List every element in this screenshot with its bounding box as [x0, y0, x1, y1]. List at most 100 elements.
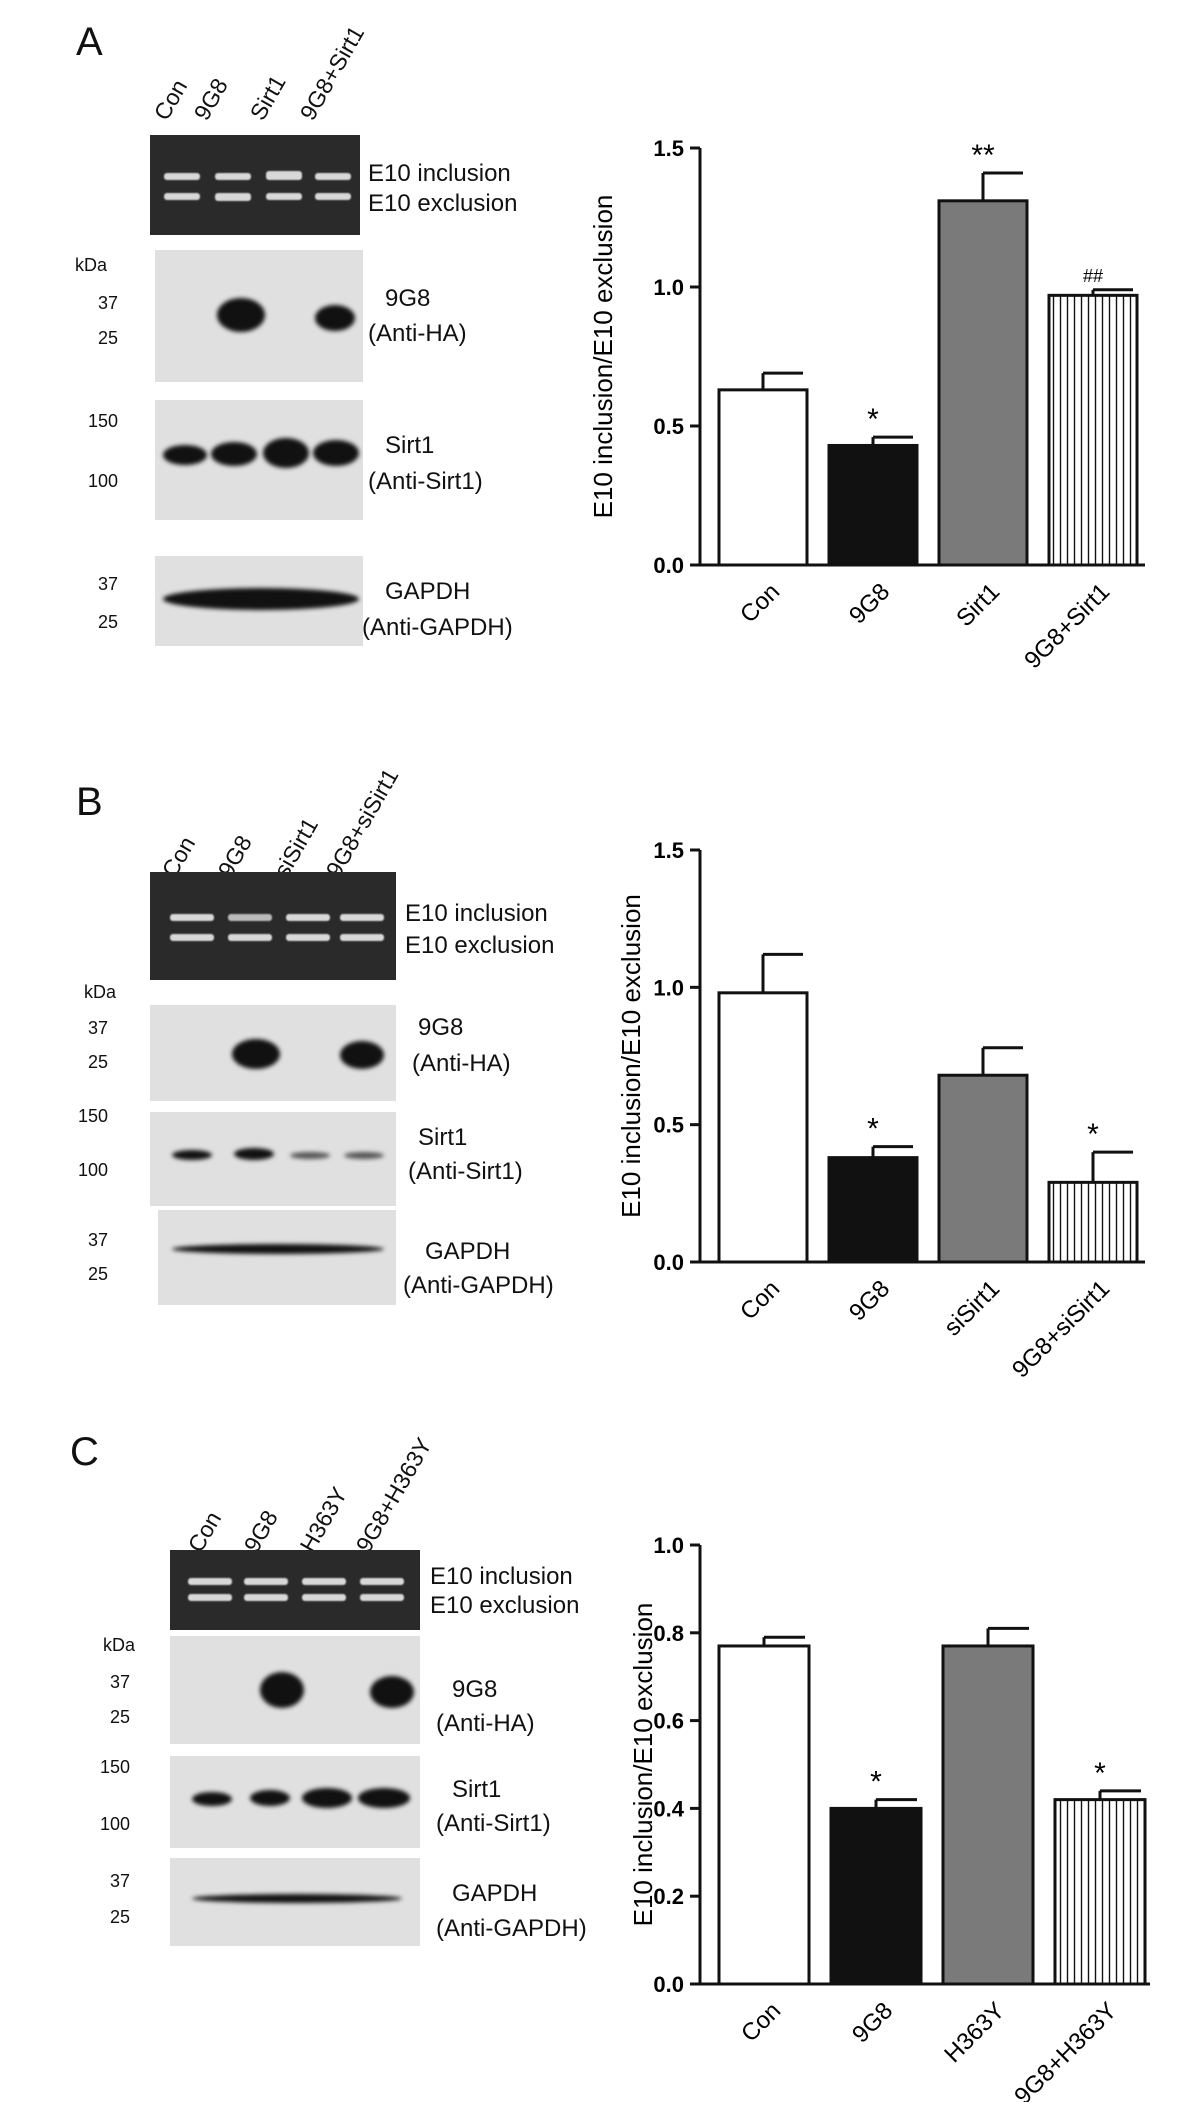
bar-chart-a: 0.0 0.5 1.0 1.5 E10 inclusion/E10 exclusion C… [588, 136, 1145, 674]
gel-exclusion-label: E10 exclusion [430, 1592, 580, 1619]
bar [717, 1644, 811, 1986]
gel-band [164, 173, 200, 180]
gel-exclusion-label: E10 exclusion [405, 932, 555, 959]
western-blot-sirt1 [150, 1112, 396, 1206]
gel-band [170, 934, 214, 941]
western-blot-gapdh [170, 1858, 420, 1946]
gel-band [215, 173, 251, 180]
panel-label: B [76, 780, 103, 824]
blot-band [340, 1041, 384, 1069]
gel-band [360, 1594, 404, 1601]
bar [717, 388, 809, 567]
blot-antibody: (Anti-HA) [412, 1050, 511, 1077]
bar [1047, 293, 1139, 567]
bar [1047, 1180, 1139, 1264]
marker-label: 37 [109, 1672, 130, 1692]
significance-marker: * [867, 1113, 879, 1146]
gel-band [215, 193, 251, 201]
y-tick-label: 0.5 [653, 1113, 684, 1138]
blot-band [290, 1152, 330, 1159]
x-tick-label: H363Y [939, 1997, 1010, 2068]
gel-band [315, 173, 351, 180]
x-tick-label: 9G8 [844, 578, 895, 629]
gel-band [286, 914, 330, 921]
western-blot-gapdh [158, 1210, 396, 1305]
y-tick-label: 0.0 [653, 553, 684, 578]
bar-chart-c: 0.0 0.2 0.4 0.6 0.8 1.0 E10 inclusion/E10 excl… [628, 1533, 1150, 2102]
marker-label: 25 [97, 612, 118, 632]
blot-band [211, 442, 257, 466]
blot-name: Sirt1 [452, 1776, 502, 1803]
rt-pcr-gel [150, 135, 360, 235]
marker-label: 100 [99, 1814, 130, 1834]
panel-b: B Con 9G8 siSirt1 9G8+siSirt1 E10 inclus… [0, 700, 1200, 1380]
western-blot-9g8 [150, 1005, 396, 1101]
y-tick-label: 0.4 [653, 1796, 684, 1821]
blot-band [163, 445, 207, 465]
gel-band [188, 1594, 232, 1601]
bar [1053, 1798, 1147, 1986]
significance-marker: * [870, 1766, 882, 1799]
gel-band [188, 1578, 232, 1585]
y-tick-label: 0.0 [653, 1972, 684, 1997]
y-tick-label: 0.8 [653, 1621, 684, 1646]
gel-band [170, 914, 214, 921]
kda-label: kDa [75, 255, 108, 275]
blot-band [217, 298, 265, 332]
gel-band [286, 934, 330, 941]
bar [827, 1156, 919, 1264]
marker-label: 25 [87, 1052, 108, 1072]
blot-band [344, 1152, 384, 1159]
y-tick-label: 1.5 [653, 838, 684, 863]
gel-band [340, 914, 384, 921]
marker-label: 100 [87, 471, 118, 491]
bar [829, 1806, 923, 1986]
marker-label: 25 [87, 1264, 108, 1284]
y-axis-label: E10 inclusion/E10 exclusion [588, 195, 618, 519]
significance-marker: * [1087, 1118, 1099, 1151]
marker-label: 25 [97, 328, 118, 348]
blot-band [232, 1039, 280, 1069]
blot-band [302, 1788, 352, 1808]
x-tick-label: Con [735, 578, 785, 628]
blot-name: 9G8 [452, 1676, 498, 1703]
bar [937, 1073, 1029, 1264]
panel-label: C [70, 1430, 99, 1474]
x-tick-label: Sirt1 [951, 578, 1005, 632]
western-blot-9g8 [170, 1636, 420, 1744]
blot-antibody: (Anti-HA) [436, 1710, 535, 1737]
x-tick-label: Con [735, 1275, 785, 1325]
blot-name: Sirt1 [385, 432, 435, 459]
blot-band [250, 1790, 290, 1806]
x-tick-label: 9G8 [844, 1275, 895, 1326]
blot-band [313, 440, 359, 466]
blot-band [234, 1148, 274, 1160]
y-tick-label: 0.6 [653, 1709, 684, 1734]
blot-name: 9G8 [385, 285, 431, 312]
significance-marker: * [867, 403, 879, 436]
western-blot-9g8 [155, 250, 363, 382]
rt-pcr-gel [170, 1550, 420, 1630]
marker-label: 37 [87, 1018, 108, 1038]
gel-band [266, 193, 302, 200]
gel-band [302, 1594, 346, 1601]
marker-label: 150 [99, 1757, 130, 1777]
y-tick-label: 1.0 [653, 275, 684, 300]
x-tick-label: Con [736, 1997, 786, 2047]
blot-band [163, 588, 359, 610]
kda-label: kDa [84, 982, 117, 1002]
blot-name: GAPDH [385, 578, 471, 605]
x-tick-label: siSirt1 [939, 1275, 1005, 1341]
y-axis-label: E10 inclusion/E10 exclusion [628, 1603, 658, 1927]
kda-label: kDa [103, 1635, 136, 1655]
marker-label: 37 [87, 1230, 108, 1250]
western-blot-sirt1 [155, 400, 363, 520]
gel-band [266, 171, 302, 180]
marker-label: 150 [77, 1106, 108, 1126]
blot-name: 9G8 [418, 1014, 464, 1041]
marker-label: 37 [109, 1871, 130, 1891]
gel-inclusion-label: E10 inclusion [405, 900, 548, 927]
blot-band [260, 1672, 304, 1708]
blot-antibody: (Anti-GAPDH) [362, 614, 513, 641]
blot-band [358, 1788, 410, 1808]
